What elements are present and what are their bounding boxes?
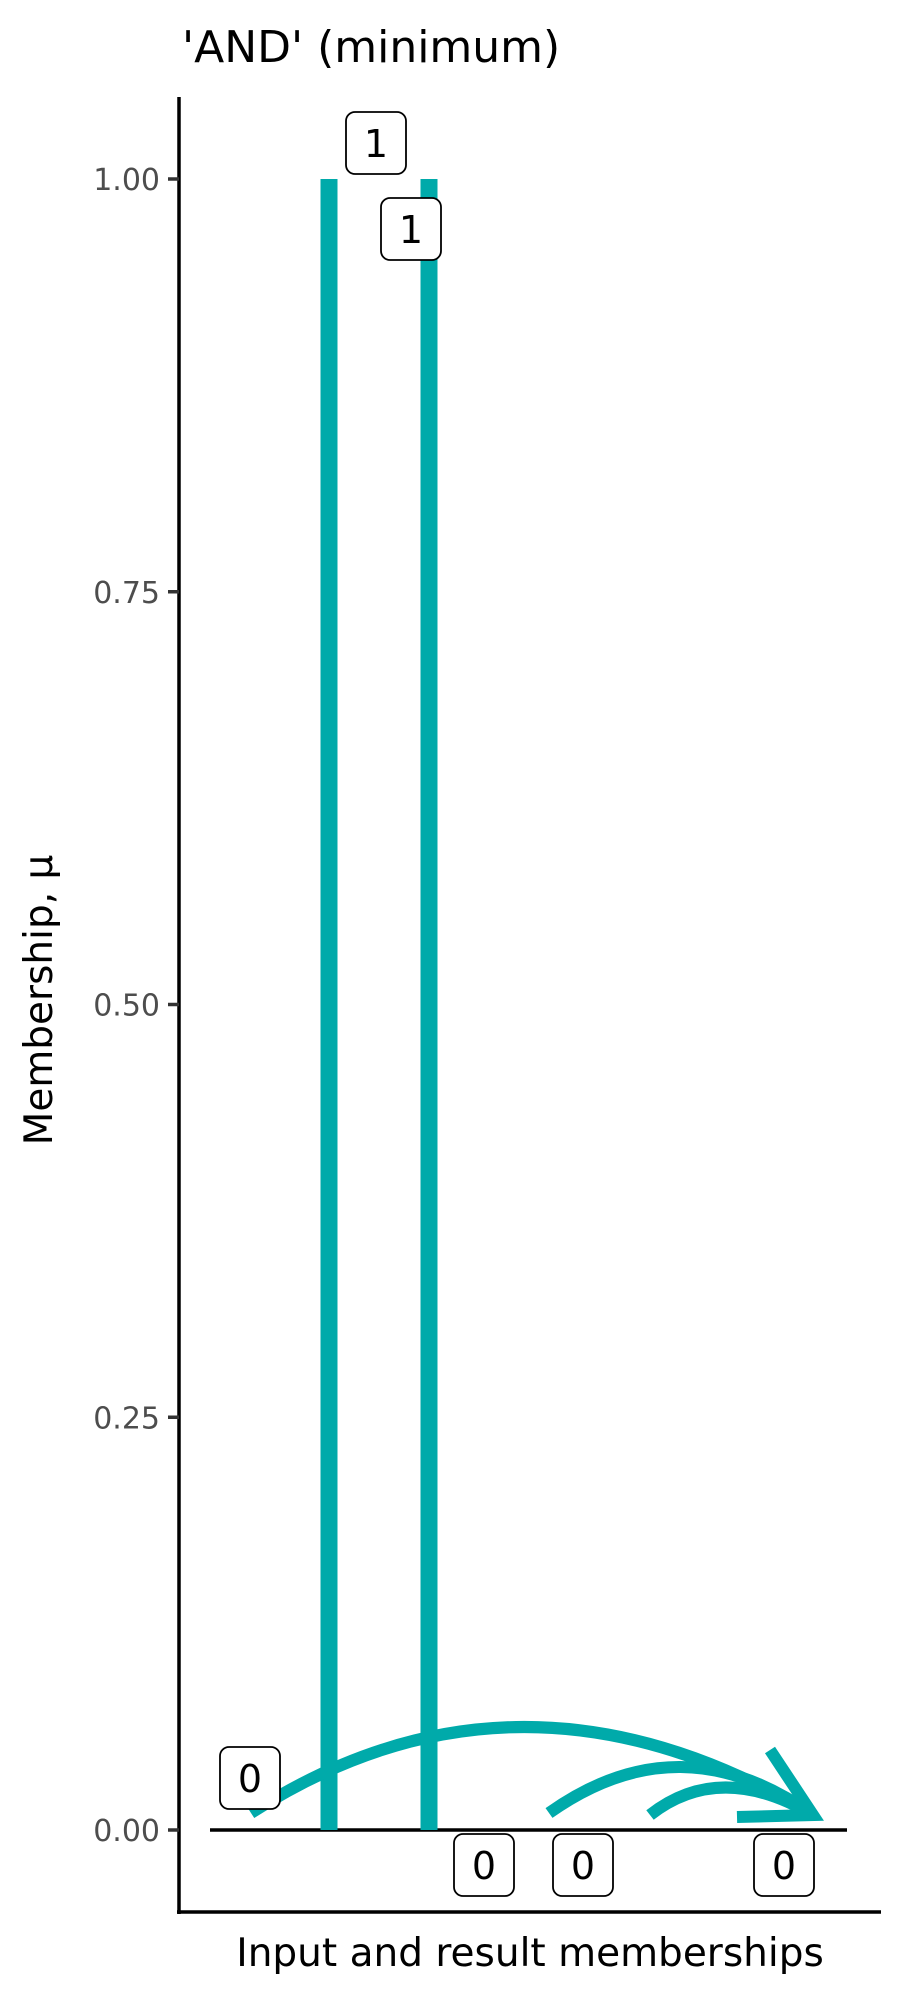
- chart-title: 'AND' (minimum): [182, 22, 560, 73]
- value-label-box: [380, 197, 442, 261]
- y-tick-label: 0.25: [93, 1401, 160, 1436]
- arrow-head: [736, 1746, 824, 1823]
- value-label-box: [345, 111, 407, 175]
- value-label-text: 0: [472, 1844, 496, 1888]
- value-label-text: 1: [364, 122, 388, 166]
- value-label: 0: [552, 1833, 614, 1897]
- y-tick-label: 0.00: [93, 1814, 160, 1849]
- value-label-box: [753, 1833, 815, 1897]
- value-label: 0: [219, 1746, 281, 1810]
- value-label-box: [552, 1833, 614, 1897]
- y-axis-label: Membership, μ: [17, 855, 62, 1146]
- value-label-text: 0: [571, 1844, 595, 1888]
- y-tick-label: 0.75: [93, 576, 160, 611]
- value-label: 1: [380, 197, 442, 261]
- value-label-box: [219, 1746, 281, 1810]
- value-label-text: 0: [238, 1757, 262, 1801]
- y-tick-label: 1.00: [93, 163, 160, 198]
- value-label-text: 1: [399, 208, 423, 252]
- arrow-curve-3: [646, 1781, 817, 1821]
- value-label: 1: [345, 111, 407, 175]
- value-label-box: [453, 1833, 515, 1897]
- x-axis-label: Input and result memberships: [236, 1931, 824, 1976]
- y-tick-label: 0.50: [93, 989, 160, 1024]
- value-label-text: 0: [772, 1844, 796, 1888]
- value-label: 0: [453, 1833, 515, 1897]
- value-label: 0: [753, 1833, 815, 1897]
